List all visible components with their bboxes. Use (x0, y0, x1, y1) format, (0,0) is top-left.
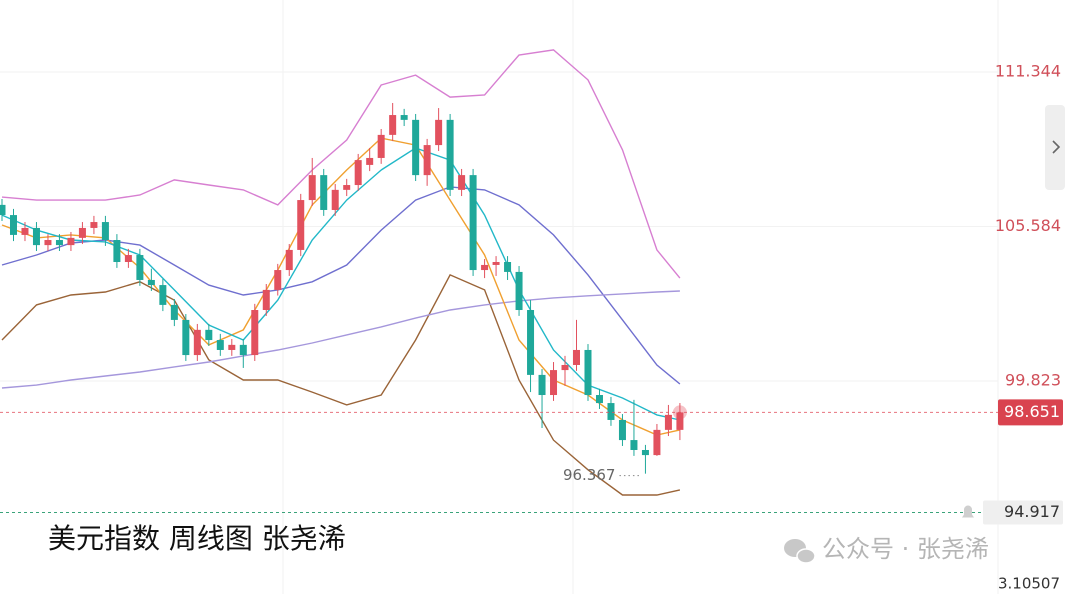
candle-body (504, 262, 512, 272)
candle-body (285, 249, 293, 271)
chevron-icon (1052, 140, 1061, 154)
candle-body (435, 119, 443, 146)
bell-icon (962, 505, 974, 518)
candle-body (124, 255, 132, 263)
wechat-icon (784, 539, 816, 564)
candle-body (550, 370, 558, 396)
candle-body (527, 310, 535, 375)
last-price-box (998, 399, 1063, 426)
candle-body (308, 175, 316, 201)
candle-body (469, 175, 477, 271)
low-label: 96.367 (563, 466, 616, 484)
y-tick-label: 111.344 (995, 62, 1061, 81)
candle-body (170, 304, 178, 320)
candle-body (331, 189, 339, 210)
candle-body (458, 175, 466, 190)
indicator-line (1, 290, 680, 389)
alert-label: 94.917 (1004, 502, 1060, 521)
candles-layer (0, 102, 684, 474)
candle-body (9, 215, 17, 235)
candle-body (400, 115, 408, 120)
candle-body (618, 419, 626, 441)
candle-body (630, 440, 638, 450)
candle-body (664, 414, 672, 430)
candle-body (641, 449, 649, 456)
y-tick-label: 99.823 (1005, 370, 1061, 389)
indicator-line (1, 49, 681, 279)
candle-body (182, 319, 190, 356)
candle-body (55, 240, 63, 246)
candle-body (676, 412, 684, 430)
candle-body (228, 344, 236, 350)
candle-body (44, 240, 52, 246)
candle-body (78, 227, 86, 238)
candle-body (653, 429, 661, 456)
candle-body (446, 119, 454, 190)
candle-body (67, 237, 75, 246)
candle-body (595, 395, 603, 404)
watermark: 公众号 · 张尧浠 (822, 535, 989, 563)
candle-body (90, 222, 98, 228)
candle-body (262, 289, 270, 311)
candle-body (423, 145, 431, 176)
candle-body (147, 279, 155, 286)
candle-body (101, 222, 109, 241)
candle-body (515, 271, 523, 311)
indicator-line (1, 147, 681, 421)
candle-body (538, 374, 546, 396)
candle-body (412, 119, 420, 176)
candle-body (239, 344, 247, 356)
candle-body (607, 403, 615, 420)
overlay-layer: 111.344 105.584 99.823 98.651 94.917 96.367 (0, 62, 1063, 525)
candle-body (193, 329, 201, 356)
candle-body (573, 349, 580, 365)
candle-body (0, 204, 6, 216)
candle-body (354, 160, 362, 186)
candle-body (159, 285, 167, 305)
last-price-pulse (672, 405, 687, 420)
candle-body (251, 310, 259, 356)
candle-body (136, 255, 144, 280)
y-tick-label: 105.584 (995, 216, 1061, 235)
candle-body (561, 364, 569, 371)
candle-body (205, 329, 213, 341)
indicator-line (1, 137, 681, 436)
candle-body (366, 157, 374, 165)
candle-body (343, 185, 351, 190)
footer-value: 3.10507 (998, 575, 1060, 593)
lines-layer (1, 49, 681, 496)
candle-body (584, 349, 592, 396)
indicator-line (1, 273, 681, 496)
candle-body (21, 227, 29, 235)
candle-body (32, 227, 40, 246)
alert-box (983, 500, 1063, 525)
chart-title: 美元指数 周线图 张尧浠 (48, 522, 346, 555)
candle-body (216, 340, 224, 350)
last-price-label: 98.651 (1004, 402, 1060, 421)
candle-body (320, 175, 328, 210)
candle-body (377, 134, 385, 158)
candle-body (274, 270, 282, 290)
candle-body (113, 240, 121, 263)
candle-body (389, 115, 397, 135)
expand-button[interactable] (1045, 105, 1065, 190)
grid-layer (0, 71, 998, 382)
candle-body (297, 200, 305, 250)
candle-body (481, 264, 489, 271)
candle-body (492, 262, 500, 265)
